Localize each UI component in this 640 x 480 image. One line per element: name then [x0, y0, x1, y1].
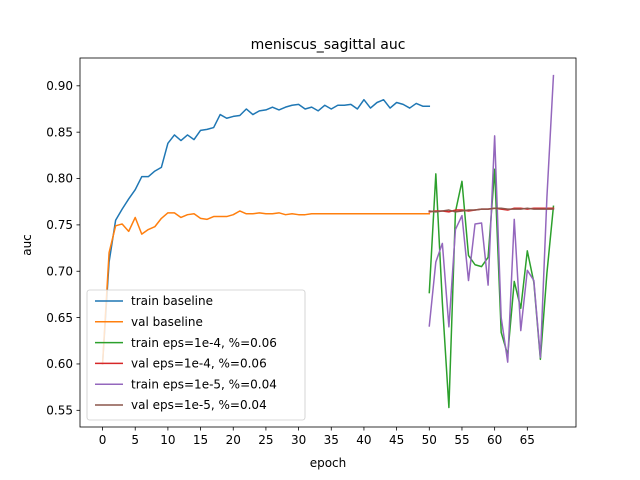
axes-frame [79, 57, 577, 428]
y-tick-label: 0.80 [46, 172, 73, 186]
series-line-5 [428, 74, 555, 363]
legend-label-6: val eps=1e-5, %=0.04 [131, 398, 267, 412]
legend-box [86, 289, 306, 421]
y-tick-label: 0.55 [46, 404, 73, 418]
legend-label-5: train eps=1e-5, %=0.04 [131, 377, 277, 391]
y-axis-title: auc [20, 234, 34, 256]
series-lines [101, 74, 555, 409]
x-tick-label: 0 [99, 433, 107, 447]
series-line-2 [101, 210, 431, 365]
x-tick-label: 15 [193, 433, 208, 447]
x-tick-label: 65 [520, 433, 535, 447]
y-tick-label: 0.75 [46, 218, 73, 232]
legend: train baseline val baseline train eps=1e-4… [86, 289, 306, 421]
axes: 0 5 10 15 20 25 30 35 40 45 50 55 60 65 0.55 0.60 0.65 0.… [46, 57, 577, 447]
x-tick-label: 5 [131, 433, 139, 447]
legend-label-4: val eps=1e-4, %=0.06 [131, 357, 267, 371]
x-tick-label: 50 [422, 433, 437, 447]
chart-title: meniscus_sagittal auc [251, 37, 406, 53]
y-tick-label: 0.70 [46, 264, 73, 278]
legend-label-2: val baseline [131, 315, 203, 329]
series-line-1 [101, 98, 431, 365]
x-tick-label: 20 [226, 433, 241, 447]
y-tick-label: 0.85 [46, 125, 73, 139]
y-tick-label: 0.60 [46, 357, 73, 371]
x-tick-label: 35 [324, 433, 339, 447]
x-axis-title: epoch [310, 456, 347, 470]
y-tick-label: 0.65 [46, 311, 73, 325]
x-tick-label: 60 [487, 433, 502, 447]
x-tick-label: 45 [389, 433, 404, 447]
x-tick-label: 55 [454, 433, 469, 447]
x-tick-label: 25 [258, 433, 273, 447]
x-tick-label: 40 [356, 433, 371, 447]
series-line-6 [428, 207, 555, 213]
y-tick-label: 0.90 [46, 79, 73, 93]
legend-label-3: train eps=1e-4, %=0.06 [131, 336, 277, 350]
plot-area [101, 74, 555, 409]
x-tick-label: 10 [160, 433, 175, 447]
legend-label-1: train baseline [131, 294, 213, 308]
x-tick-label: 30 [291, 433, 306, 447]
